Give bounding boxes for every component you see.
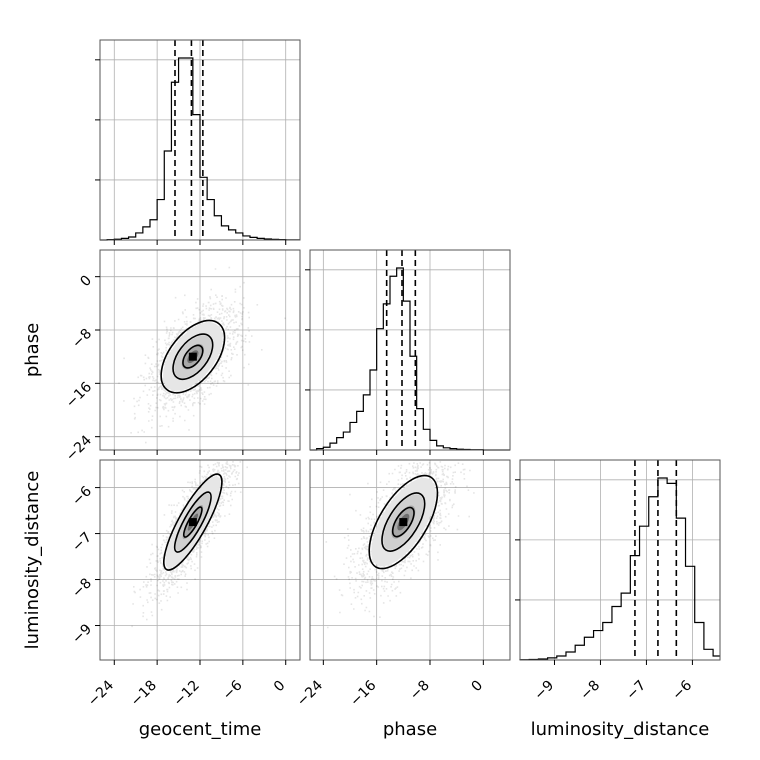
contour-line xyxy=(391,506,415,538)
histogram-phase xyxy=(310,267,510,451)
density-peak xyxy=(188,518,197,527)
x-tick-label-luminosity_distance: −6 xyxy=(669,677,695,703)
x-tick-label-phase: 0 xyxy=(469,678,487,696)
x-tick-label-geocent_time: −6 xyxy=(220,677,246,703)
y-tick-label-phase: −8 xyxy=(69,326,95,352)
contour-line xyxy=(163,473,223,571)
y-axis-label-phase: phase xyxy=(22,323,43,377)
x-axis-label-geocent-time: geocent_time xyxy=(139,719,262,740)
x-axis-label-luminosity-distance: luminosity_distance xyxy=(531,719,710,740)
contour-line xyxy=(172,333,214,381)
panel-frame-luminosity_distance xyxy=(519,459,721,661)
density-peak xyxy=(188,352,197,361)
y-tick-label-phase: 0 xyxy=(77,272,95,290)
x-tick-label-geocent_time: −18 xyxy=(128,678,160,710)
density-peak xyxy=(399,518,408,527)
scatter-points-geocent_time-phase xyxy=(118,266,286,444)
contour-line xyxy=(381,492,426,552)
x-tick-label-phase: −16 xyxy=(347,677,379,709)
y-tick-label-phase: −16 xyxy=(63,379,95,411)
y-axis-label-luminosity-distance: luminosity_distance xyxy=(22,471,43,650)
y-tick-label-luminosity_distance: −6 xyxy=(69,483,95,509)
contour-line xyxy=(173,491,212,553)
histogram-luminosity_distance xyxy=(519,477,720,661)
contour-line xyxy=(182,344,204,369)
x-tick-label-luminosity_distance: −9 xyxy=(531,678,557,704)
scatter-points-phase-luminosity_distance xyxy=(325,461,475,629)
x-tick-label-phase: −24 xyxy=(294,677,326,709)
panel-frame-phase-luminosity_distance xyxy=(309,459,511,661)
x-tick-label-geocent_time: −12 xyxy=(171,678,203,710)
x-tick-label-phase: −8 xyxy=(407,678,433,704)
contour-line xyxy=(368,474,439,570)
y-tick-label-phase: −24 xyxy=(63,432,95,464)
y-tick-label-luminosity_distance: −8 xyxy=(69,575,95,601)
x-tick-label-luminosity_distance: −7 xyxy=(623,678,649,704)
y-tick-label-luminosity_distance: −7 xyxy=(69,529,95,555)
panel-frame-phase xyxy=(309,249,511,451)
contour-line xyxy=(160,319,226,394)
x-tick-label-geocent_time: −24 xyxy=(85,677,117,709)
x-tick-label-geocent_time: 0 xyxy=(271,678,289,696)
contour-line xyxy=(182,506,203,538)
y-tick-label-luminosity_distance: −9 xyxy=(69,621,95,647)
x-tick-label-luminosity_distance: −8 xyxy=(577,678,603,704)
histogram-geocent_time xyxy=(100,57,300,241)
x-axis-label-phase: phase xyxy=(383,719,437,740)
